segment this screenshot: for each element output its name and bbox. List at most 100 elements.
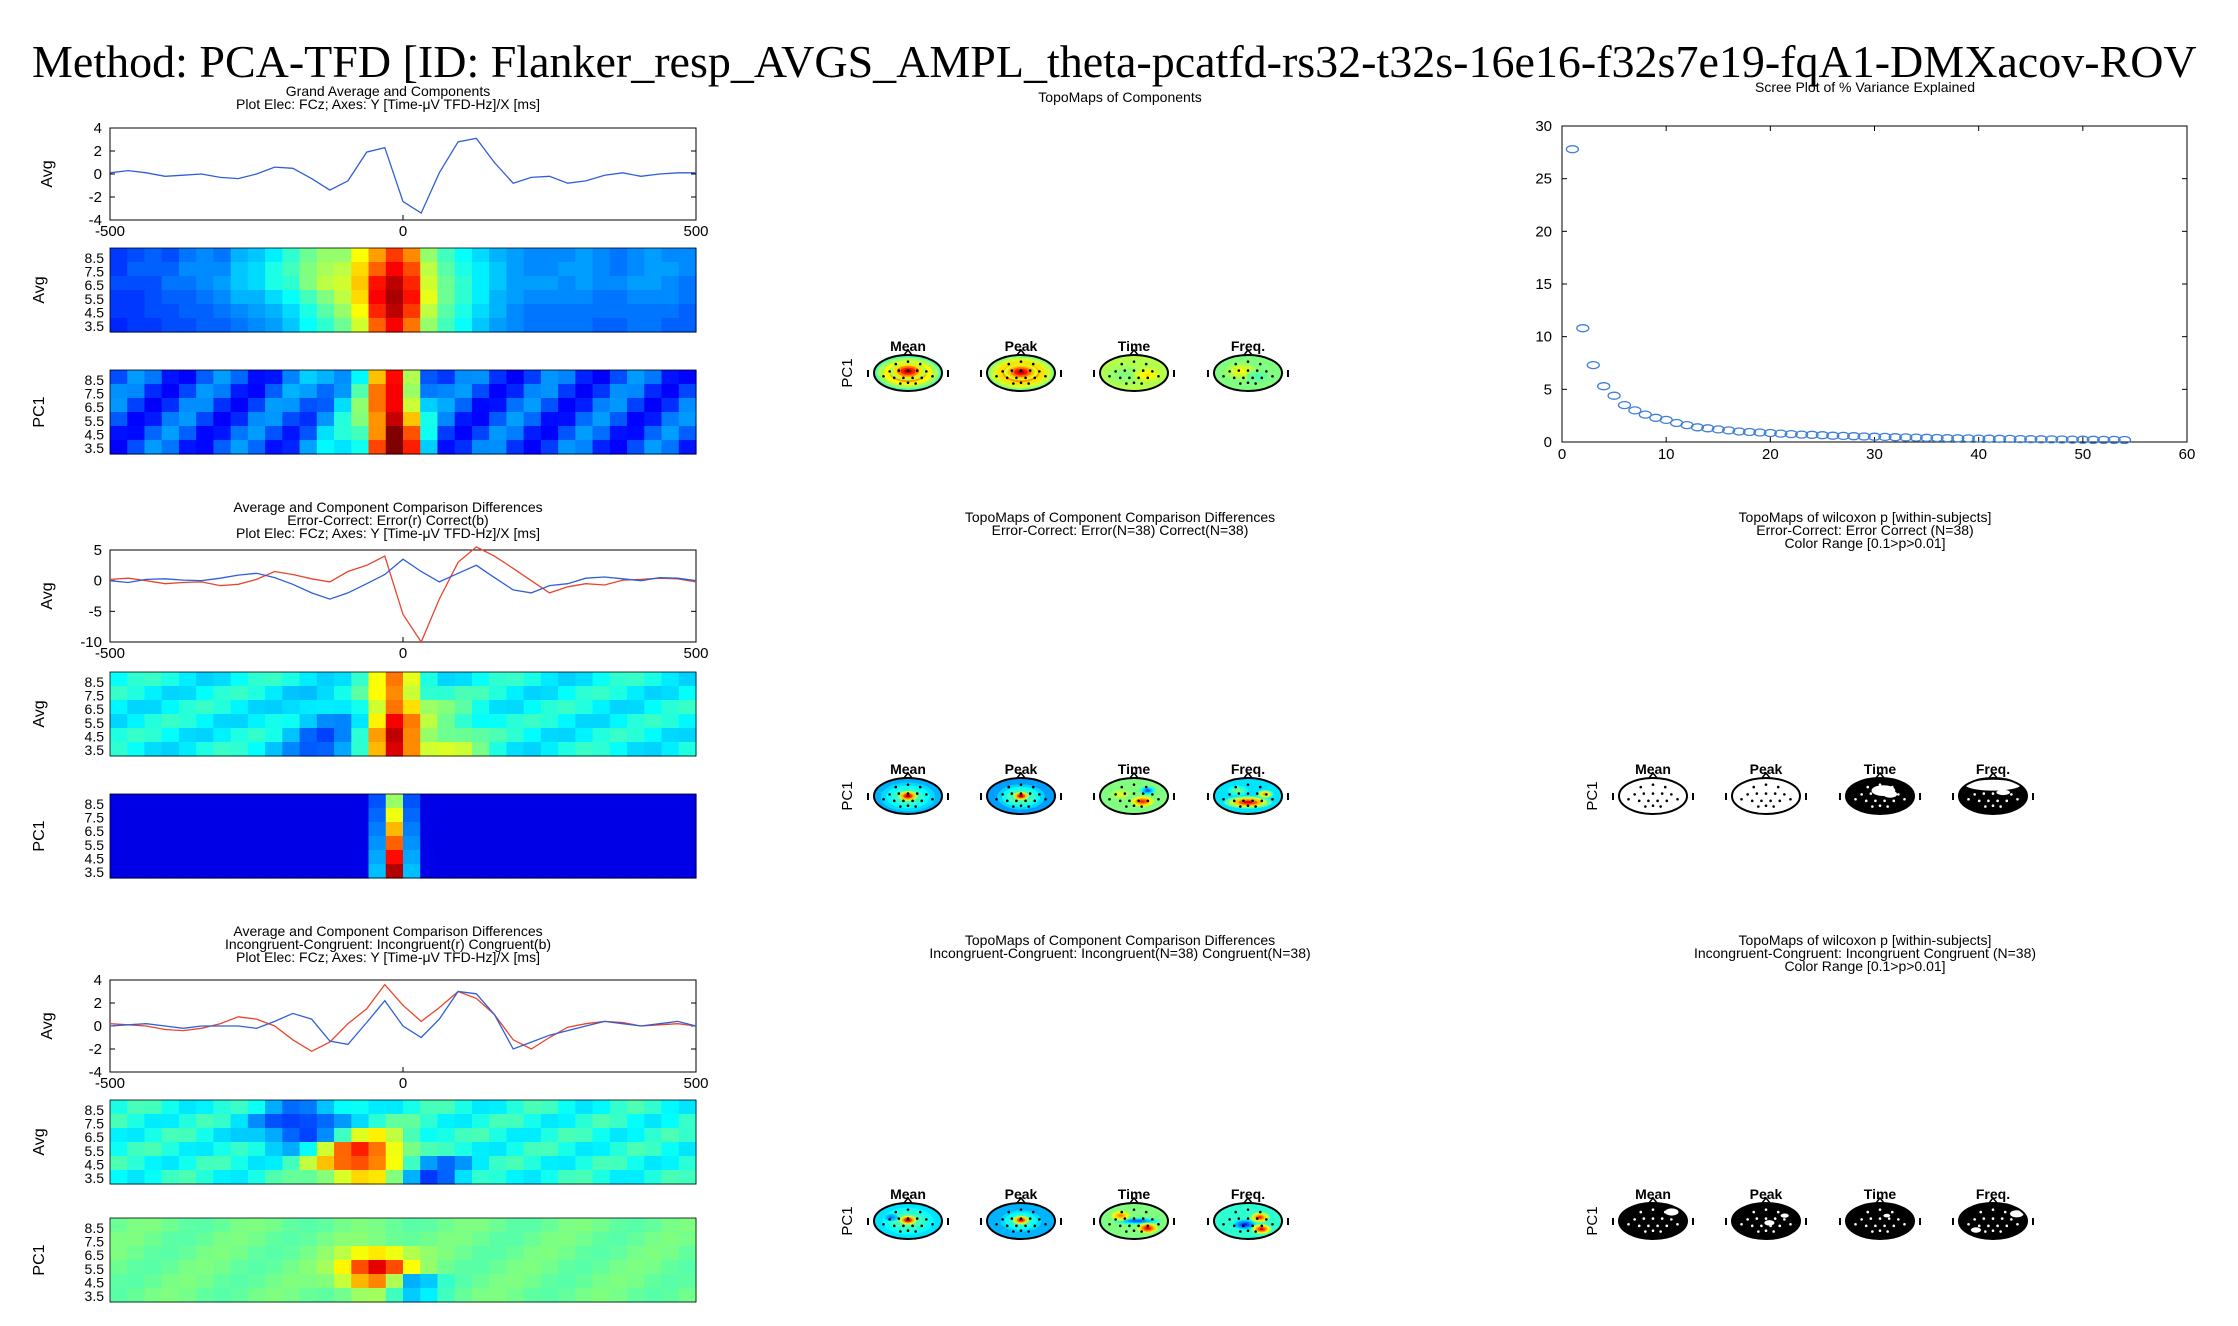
heat-cell — [644, 672, 663, 687]
heat-cell — [368, 1288, 387, 1303]
electrode-dot — [1246, 369, 1250, 372]
heat-cell — [178, 1128, 197, 1143]
heat-cell — [213, 1274, 232, 1289]
electrode-dot — [1627, 797, 1630, 801]
head-nose — [1875, 771, 1885, 779]
heat-cell — [368, 714, 387, 729]
heat-cell — [351, 808, 370, 823]
heat-cell — [506, 700, 525, 715]
heat-cell — [661, 1274, 680, 1289]
heat-cell — [247, 1246, 266, 1261]
heat-cell — [420, 290, 439, 305]
electrode-dot — [1125, 805, 1128, 808]
heat-cell — [385, 384, 404, 399]
topo-blob — [1118, 793, 1123, 796]
heat-cell — [334, 1246, 352, 1261]
heat-cell — [454, 440, 473, 455]
heat-cell — [437, 1232, 456, 1247]
heat-cell — [609, 1170, 628, 1185]
electrode-dot — [1772, 805, 1775, 808]
electrode-dot — [1866, 785, 1870, 789]
heat-cell — [282, 1100, 301, 1115]
heat-cell — [437, 822, 456, 837]
electrode-dot — [1642, 792, 1646, 795]
electrode-dot — [1764, 1229, 1768, 1233]
electrode-dot — [1019, 792, 1023, 795]
scree-point — [1919, 433, 1934, 442]
heat-cell — [592, 398, 611, 413]
electrode-dot — [1982, 792, 1986, 795]
heat-cell — [282, 290, 301, 305]
heat-cell — [644, 1218, 663, 1233]
heat-cell — [644, 412, 663, 427]
heat-cell — [247, 440, 266, 455]
electrode-dot — [1627, 1222, 1630, 1226]
x-tick-label: 0 — [399, 645, 407, 662]
heat-cell — [627, 398, 645, 413]
heat-cell — [678, 714, 697, 729]
heat-cell — [144, 742, 163, 757]
electrode-dot — [911, 799, 914, 803]
heat-cell — [644, 864, 663, 879]
scree-point — [2034, 435, 2048, 444]
electrode-dot — [925, 793, 928, 796]
head-fill — [1214, 778, 1282, 814]
heat-cell — [627, 1260, 645, 1275]
heat-cell — [110, 850, 128, 865]
heat-cell — [678, 742, 697, 757]
heat-cell — [644, 1142, 663, 1157]
electrode-dot — [1137, 799, 1140, 803]
scree-point — [2107, 435, 2121, 445]
heat-cell — [454, 1128, 473, 1143]
heat-cell — [678, 686, 697, 701]
electrode-dot — [1999, 1230, 2002, 1233]
heat-cell — [678, 822, 697, 837]
heat-cell — [127, 290, 146, 305]
heat-cell — [316, 808, 335, 823]
electrode-dot — [1031, 1210, 1035, 1214]
heat-cell — [127, 1274, 146, 1289]
head-outline — [1958, 777, 2028, 815]
heat-cell — [437, 1156, 456, 1171]
heat-cell — [489, 822, 508, 837]
heat-cell — [178, 1100, 197, 1115]
heat-cell — [385, 672, 404, 687]
electrode-dot — [1633, 793, 1636, 796]
heat-cell — [609, 1246, 628, 1261]
heat-cell — [351, 398, 370, 413]
heat-cell — [178, 700, 197, 715]
heat-cell — [558, 1100, 576, 1115]
heat-cell — [644, 370, 663, 385]
heat-cell — [178, 1156, 197, 1171]
electrode-dot — [1028, 369, 1032, 372]
heat-cell — [661, 248, 680, 263]
electrode-dot — [1132, 792, 1136, 795]
heat-y-tick-label: 6.5 — [85, 1129, 105, 1145]
heat-cell — [196, 1246, 215, 1261]
heat-cell — [213, 1260, 232, 1275]
electrode-dot — [1007, 362, 1011, 366]
heat-cell — [282, 1260, 301, 1275]
electrode-dot — [1676, 797, 1679, 801]
scree-point — [1836, 431, 1850, 441]
heat-cell — [627, 1156, 645, 1171]
heat-cell — [247, 384, 266, 399]
electrode-dot — [888, 370, 891, 373]
electrode-dot — [1242, 376, 1245, 380]
heat-cell — [368, 318, 387, 333]
electrode-dot — [1254, 1230, 1257, 1233]
heat-cell — [161, 1232, 180, 1247]
heat-cell — [110, 794, 128, 809]
heat-cell — [282, 686, 301, 701]
heat-cell — [678, 1100, 697, 1115]
heat-cell — [540, 318, 559, 333]
heat-cell — [575, 850, 594, 865]
heat-cell — [609, 1114, 628, 1129]
heat-cell — [558, 426, 576, 441]
heat-cell — [471, 1142, 490, 1157]
heat-cell — [213, 850, 232, 865]
heat-cell — [334, 398, 352, 413]
electrode-dot — [1651, 804, 1655, 808]
heat-cell — [678, 440, 697, 455]
